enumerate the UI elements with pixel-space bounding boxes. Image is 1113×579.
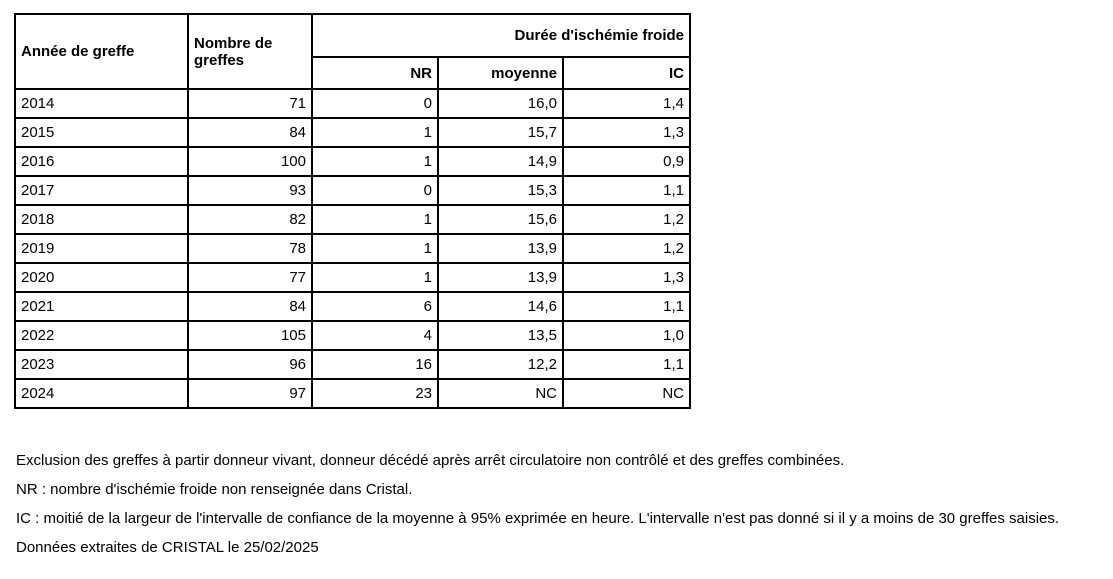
- cell-ic: NC: [562, 378, 691, 409]
- cell-ic: 1,1: [562, 349, 691, 380]
- footnote-nr-definition: NR : nombre d'ischémie froide non rensei…: [16, 481, 413, 498]
- cell-count: 77: [187, 262, 313, 293]
- cell-mean: 15,6: [437, 204, 564, 235]
- footnotes: Exclusion des greffes à partir donneur v…: [16, 452, 1059, 568]
- cell-year: 2018: [14, 204, 189, 235]
- table-row: 2019 78 1 13,9 1,2: [14, 233, 691, 264]
- cold-ischemia-table: Année de greffe Nombre de greffes Durée …: [14, 13, 691, 409]
- cell-ic: 1,3: [562, 262, 691, 293]
- header-nr: NR: [311, 56, 439, 90]
- cell-count: 93: [187, 175, 313, 206]
- cell-count: 82: [187, 204, 313, 235]
- cell-mean: 14,9: [437, 146, 564, 177]
- cell-mean: 13,9: [437, 262, 564, 293]
- table-header: Année de greffe Nombre de greffes Durée …: [14, 13, 691, 90]
- table-row: 2016 100 1 14,9 0,9: [14, 146, 691, 177]
- cell-ic: 1,2: [562, 204, 691, 235]
- table-row: 2024 97 23 NC NC: [14, 378, 691, 409]
- cell-mean: 12,2: [437, 349, 564, 380]
- header-mean: moyenne: [437, 56, 564, 90]
- cell-mean: 14,6: [437, 291, 564, 322]
- cell-year: 2020: [14, 262, 189, 293]
- cell-nr: 6: [311, 291, 439, 322]
- cell-ic: 1,3: [562, 117, 691, 148]
- cell-count: 78: [187, 233, 313, 264]
- table-body: 2014 71 0 16,0 1,4 2015 84 1 15,7 1,3 2016 100 1 14,9…: [14, 88, 691, 409]
- footnote-exclusion: Exclusion des greffes à partir donneur v…: [16, 452, 845, 469]
- cell-count: 84: [187, 291, 313, 322]
- header-ic: IC: [562, 56, 691, 90]
- header-group-cold-ischemia: Durée d'ischémie froide: [311, 13, 691, 58]
- cell-nr: 1: [311, 233, 439, 264]
- cell-nr: 16: [311, 349, 439, 380]
- cell-count: 84: [187, 117, 313, 148]
- footnote-data-source: Données extraites de CRISTAL le 25/02/20…: [16, 539, 319, 556]
- cell-count: 100: [187, 146, 313, 177]
- cell-nr: 4: [311, 320, 439, 351]
- cell-count: 105: [187, 320, 313, 351]
- cell-mean: 16,0: [437, 88, 564, 119]
- cell-year: 2022: [14, 320, 189, 351]
- cell-ic: 1,4: [562, 88, 691, 119]
- cell-nr: 1: [311, 204, 439, 235]
- cell-mean: NC: [437, 378, 564, 409]
- cell-nr: 1: [311, 146, 439, 177]
- cell-ic: 0,9: [562, 146, 691, 177]
- header-row-sub: NR moyenne IC: [15, 56, 691, 90]
- footnote-ic-definition: IC : moitié de la largeur de l'intervall…: [16, 510, 1060, 527]
- header-count: Nombre de greffes: [187, 13, 313, 90]
- cell-mean: 15,3: [437, 175, 564, 206]
- cell-year: 2017: [14, 175, 189, 206]
- header-row-top: Année de greffe Nombre de greffes Durée …: [14, 13, 691, 90]
- cell-count: 71: [187, 88, 313, 119]
- cell-nr: 1: [311, 262, 439, 293]
- cell-nr: 0: [311, 175, 439, 206]
- cell-mean: 15,7: [437, 117, 564, 148]
- cell-year: 2019: [14, 233, 189, 264]
- table-row: 2017 93 0 15,3 1,1: [14, 175, 691, 206]
- table-row: 2014 71 0 16,0 1,4: [14, 88, 691, 119]
- cell-count: 96: [187, 349, 313, 380]
- cell-nr: 0: [311, 88, 439, 119]
- cell-year: 2021: [14, 291, 189, 322]
- cell-ic: 1,0: [562, 320, 691, 351]
- table-row: 2023 96 16 12,2 1,1: [14, 349, 691, 380]
- cell-mean: 13,9: [437, 233, 564, 264]
- table-row: 2021 84 6 14,6 1,1: [14, 291, 691, 322]
- cell-year: 2014: [14, 88, 189, 119]
- cell-year: 2024: [14, 378, 189, 409]
- header-year: Année de greffe: [14, 13, 189, 90]
- cell-ic: 1,1: [562, 175, 691, 206]
- table-row: 2020 77 1 13,9 1,3: [14, 262, 691, 293]
- cell-mean: 13,5: [437, 320, 564, 351]
- cell-ic: 1,2: [562, 233, 691, 264]
- table-row: 2018 82 1 15,6 1,2: [14, 204, 691, 235]
- table-row: 2015 84 1 15,7 1,3: [14, 117, 691, 148]
- cell-year: 2023: [14, 349, 189, 380]
- cell-nr: 23: [311, 378, 439, 409]
- cell-nr: 1: [311, 117, 439, 148]
- cell-year: 2015: [14, 117, 189, 148]
- cell-ic: 1,1: [562, 291, 691, 322]
- cell-count: 97: [187, 378, 313, 409]
- cell-year: 2016: [14, 146, 189, 177]
- table-row: 2022 105 4 13,5 1,0: [14, 320, 691, 351]
